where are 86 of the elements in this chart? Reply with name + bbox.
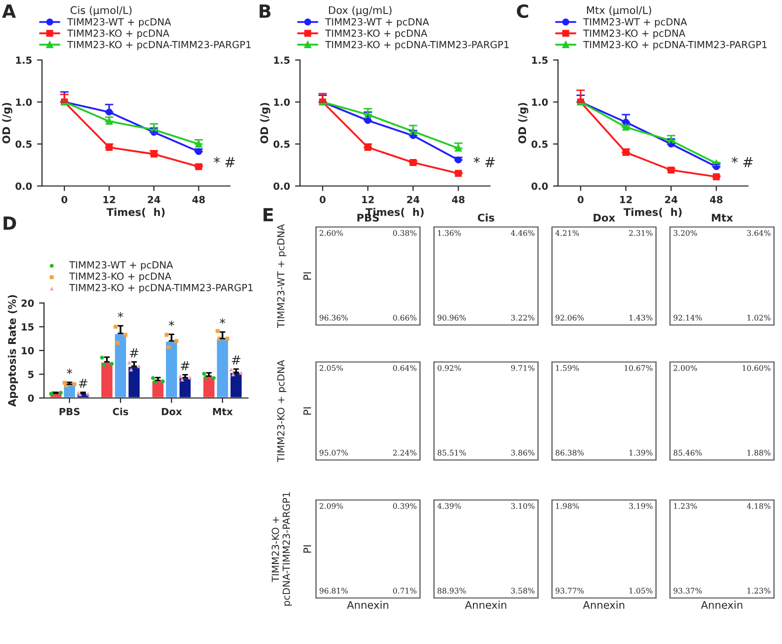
y-tick-label: 0.5 — [16, 140, 32, 148]
text: Annexin — [700, 600, 742, 609]
y-tick-label: 1.5 — [274, 56, 290, 64]
text: TIMM23-KO + pcDNA — [277, 360, 286, 462]
text: PI — [303, 407, 312, 415]
text: PI — [303, 272, 312, 280]
legend-label: TIMM23-KO + pcDNA-TIMM23-PARGP1 — [583, 40, 767, 50]
legend-label: TIMM23-KO + pcDNA — [583, 30, 686, 39]
annotation: # — [485, 157, 495, 168]
y-tick-label: 0.5 — [274, 140, 290, 148]
annotation: # — [225, 157, 235, 168]
x-tick-label: 0 — [320, 196, 326, 204]
x-tick-label: 48 — [452, 196, 464, 204]
chart-title: Cis (μmol/L) — [70, 6, 132, 16]
x-tick-label: 0 — [61, 196, 68, 204]
x-axis-title: Times( h) — [624, 208, 682, 218]
y-tick-label: 1.0 — [274, 98, 290, 106]
y-tick-label: 5 — [28, 370, 34, 378]
data-label: # — [180, 361, 190, 370]
x-tick-label: 24 — [148, 196, 160, 204]
x-tick-label: PBS — [60, 408, 80, 416]
y-tick-label: 20 — [22, 299, 34, 307]
text: C — [516, 4, 528, 18]
legend-label: TIMM23-WT + pcDNA — [67, 18, 172, 28]
x-tick-label: 12 — [620, 196, 632, 204]
legend-label: TIMM23-WT + pcDNA — [325, 18, 430, 28]
text: Annexin — [464, 600, 506, 609]
legend-label: TIMM23-KO + pcDNA — [67, 30, 170, 39]
annotation: # — [743, 157, 753, 168]
x-tick-label: Mtx — [213, 408, 233, 416]
data-label: # — [78, 378, 88, 388]
x-axis-title: Times( h) — [106, 208, 165, 218]
x-tick-label: 48 — [192, 196, 205, 204]
annotation: * — [474, 156, 480, 164]
x-tick-label: 24 — [665, 196, 678, 204]
data-label: * — [118, 312, 124, 318]
legend-label: TIMM23-KO + pcDNA — [69, 272, 172, 282]
x-tick-label: Cis — [112, 408, 128, 416]
legend-label: TIMM23-KO + pcDNA-TIMM23-PARGP1 — [67, 40, 251, 50]
y-tick-label: 10 — [22, 346, 34, 354]
y-tick-label: 0 — [28, 394, 34, 402]
y-tick-label: 15 — [22, 323, 34, 331]
chart-title: Dox (μg/mL) — [329, 6, 392, 16]
legend-label: TIMM23-KO + pcDNA-TIMM23-PARGP1 — [325, 40, 509, 50]
text: A — [2, 4, 16, 18]
text: B — [260, 4, 270, 18]
chart-title: Mtx (μmol/L) — [587, 6, 652, 16]
y-axis-title: OD (/g) — [260, 102, 270, 144]
y-tick-label: 0.0 — [16, 182, 32, 190]
text: Cis — [478, 214, 494, 222]
y-axis-title: OD (/g) — [2, 102, 12, 144]
data-label: * — [220, 318, 226, 324]
text: TIMM23-KO + pcDNA-TIMM23-PARGP1 — [272, 492, 292, 606]
x-tick-label: Dox — [162, 408, 182, 416]
text: Dox — [594, 214, 616, 222]
x-tick-label: 12 — [362, 196, 374, 204]
x-tick-label: 48 — [710, 196, 722, 204]
legend-label: TIMM23-WT + pcDNA — [583, 18, 688, 28]
y-axis-title: OD (/g) — [518, 102, 528, 144]
data-label: # — [130, 348, 138, 358]
text: TIMM23-WT + pcDNA — [277, 224, 286, 328]
y-tick-label: 0.0 — [532, 182, 548, 190]
data-label: # — [232, 356, 240, 365]
text: Annexin — [582, 600, 624, 609]
y-tick-label: 1.5 — [532, 56, 548, 64]
y-tick-label: 1.5 — [16, 56, 32, 64]
y-axis-title: Apoptosis Rate (%) — [8, 295, 18, 407]
data-label: * — [66, 368, 72, 374]
text: E — [264, 208, 273, 222]
y-tick-label: 1.0 — [532, 98, 548, 106]
legend-label: TIMM23-KO + pcDNA-TIMM23-PARGP1 — [69, 284, 253, 294]
legend-label: TIMM23-WT + pcDNA — [69, 261, 174, 270]
text: Mtx — [712, 214, 733, 222]
y-tick-label: 1.0 — [16, 98, 32, 106]
x-tick-label: 24 — [407, 196, 420, 204]
x-tick-label: 0 — [578, 196, 584, 204]
annotation: * — [732, 156, 738, 164]
legend-label: TIMM23-KO + pcDNA — [325, 30, 428, 39]
y-tick-label: 0.5 — [532, 140, 548, 148]
text: PI — [303, 545, 312, 553]
y-tick-label: 0.0 — [274, 182, 290, 190]
text: D — [4, 216, 16, 230]
annotation: * — [214, 156, 220, 164]
data-label: * — [168, 320, 174, 326]
text: Annexin — [346, 600, 388, 609]
x-tick-label: 12 — [103, 196, 116, 204]
